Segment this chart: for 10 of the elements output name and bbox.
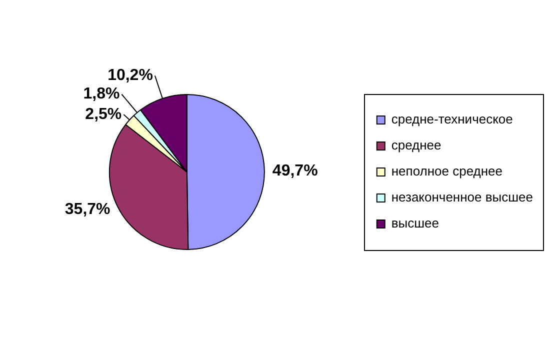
data-label: 1,8% — [83, 86, 120, 103]
legend-label: высшее — [391, 216, 440, 231]
data-label: 2,5% — [85, 106, 122, 123]
legend-label: неполное среднее — [391, 164, 503, 179]
legend-label: средне-техническое — [391, 112, 513, 127]
data-label: 49,7% — [272, 162, 318, 180]
legend-label: среднее — [391, 138, 442, 153]
data-label: 35,7% — [64, 200, 110, 218]
legend-label: незаконченное высшее — [391, 190, 534, 205]
data-label: 10,2% — [108, 67, 153, 84]
